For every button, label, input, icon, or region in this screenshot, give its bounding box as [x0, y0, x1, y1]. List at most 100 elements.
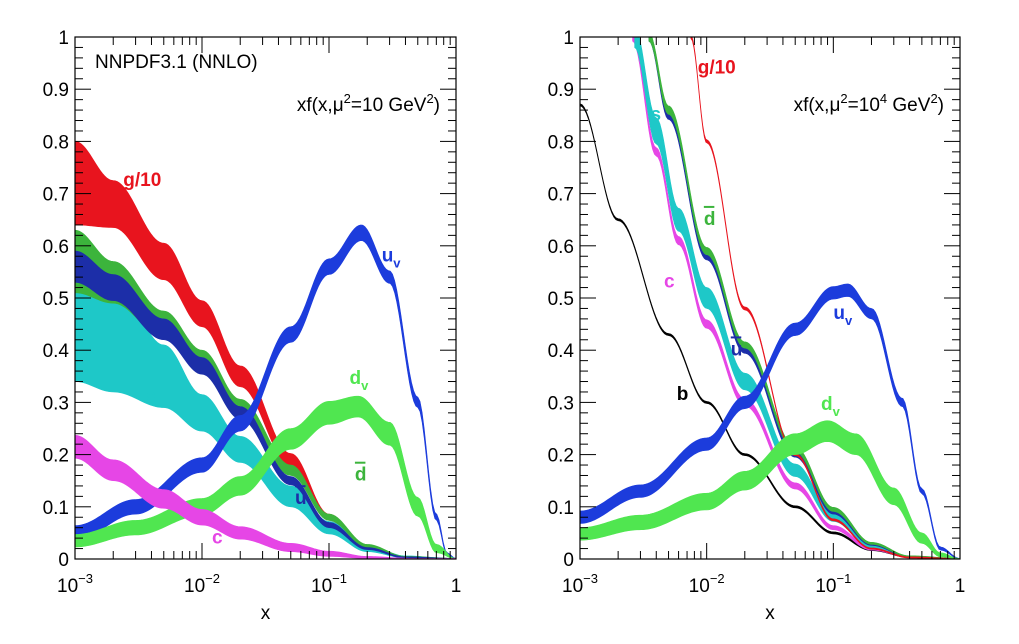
y-tick-label: 0	[58, 550, 69, 571]
series-label-text: u	[295, 488, 307, 509]
y-tick-label: 0.4	[548, 341, 575, 362]
x-tick-label-exponent: −3	[78, 571, 93, 586]
x-tick-label: 10−1	[815, 571, 851, 597]
series-label-subscript: v	[393, 255, 401, 270]
x-tick-label-base: 1	[451, 576, 462, 597]
series-band-b	[580, 103, 960, 559]
series-label-text: u	[731, 339, 743, 360]
y-tick-label: 0.2	[548, 446, 574, 467]
series-label-text: d	[355, 465, 367, 486]
x-tick-label-base: 10	[57, 576, 78, 597]
series-band-u	[75, 250, 456, 559]
right-panel: 10−3 10−2 10−1 100.10.20.30.40.50.60.70.80.…	[548, 28, 966, 624]
x-axis-title: x	[765, 603, 775, 624]
series-label-u: u	[295, 488, 307, 509]
series-label-text: c	[664, 272, 675, 293]
y-tick-label: 0.6	[548, 237, 574, 258]
x-tick-label-base: 1	[955, 576, 966, 597]
series-band-uv	[580, 283, 960, 559]
y-tick-label: 0.8	[43, 132, 69, 153]
panel-title: NNPDF3.1 (NNLO)	[95, 52, 258, 73]
y-tick-label: 0.9	[43, 80, 69, 101]
series-label-dv: dv	[821, 394, 841, 419]
plot-area	[75, 141, 456, 559]
y-tick-label: 0.5	[43, 289, 69, 310]
x-tick-label: 10−2	[689, 571, 725, 597]
y-tick-label: 0	[563, 550, 574, 571]
y-tick-label: 0.4	[43, 341, 70, 362]
series-label-text: g/10	[698, 58, 736, 79]
x-axis-title: x	[261, 603, 271, 624]
subtitle-exponent: 2	[840, 91, 847, 106]
subtitle-part: GeV	[887, 95, 931, 116]
panel-subtitle: xf(x,μ2=10 GeV2)	[297, 91, 440, 116]
y-tick-label: 0.3	[43, 393, 69, 414]
x-tick-label-exponent: −2	[710, 571, 725, 586]
series-band-uv	[75, 224, 456, 559]
subtitle-part: xf(x,μ	[297, 95, 344, 116]
subtitle-exponent: 2	[930, 91, 937, 106]
left-panel: 10−3 10−2 10−1 100.10.20.30.40.50.60.70.80.…	[43, 28, 462, 624]
y-tick-label: 0.3	[548, 393, 574, 414]
series-label-u: u	[731, 339, 743, 360]
y-tick-label: 0.6	[43, 237, 69, 258]
series-label-d: d	[355, 465, 367, 486]
series-label-d: d	[704, 209, 716, 230]
x-tick-label-base: 10	[184, 576, 205, 597]
series-label-c: c	[664, 272, 675, 293]
subtitle-exponent: 2	[426, 91, 433, 106]
series-band-d	[648, 37, 960, 559]
subtitle-part: xf(x,μ	[794, 95, 841, 116]
series-label-c: c	[212, 527, 223, 548]
x-tick-label-exponent: −1	[836, 571, 851, 586]
series-label-uv: uv	[833, 303, 853, 328]
subtitle-part: =10	[848, 95, 880, 116]
y-tick-label: 0.9	[548, 80, 574, 101]
x-tick-label: 10−3	[57, 571, 93, 597]
series-label-text: u	[382, 245, 394, 266]
subtitle-exponent: 4	[880, 91, 887, 106]
x-tick-label: 10−2	[184, 571, 220, 597]
panel-subtitle: xf(x,μ2=104 GeV2)	[794, 91, 944, 116]
series-label-text: s	[650, 105, 661, 126]
series-label-text: d	[821, 394, 833, 415]
series-label-uv: uv	[382, 245, 402, 270]
series-band-s	[634, 37, 960, 559]
series-label-subscript: v	[845, 313, 853, 328]
x-tick-label-base: 10	[311, 576, 332, 597]
series-label-g-10: g/10	[698, 58, 736, 79]
series-label-s: s	[146, 386, 157, 407]
series-band-s	[75, 235, 456, 559]
series-label-text: d	[704, 209, 716, 230]
y-tick-label: 0.5	[548, 289, 574, 310]
x-tick-label-base: 10	[689, 576, 710, 597]
series-label-subscript: v	[833, 404, 841, 419]
subtitle-exponent: 2	[344, 91, 351, 106]
subtitle-part: )	[938, 95, 944, 116]
x-tick-label-base: 10	[815, 576, 836, 597]
y-tick-label: 0.1	[548, 498, 574, 519]
series-band-dv	[580, 420, 960, 559]
y-tick-label: 1	[58, 28, 69, 49]
series-label-g-10: g/10	[123, 170, 161, 191]
subtitle-part: =10 GeV	[351, 95, 427, 116]
x-tick-label: 10−3	[562, 571, 598, 597]
x-tick-label-exponent: −2	[205, 571, 220, 586]
x-tick-label-exponent: −1	[332, 571, 347, 586]
plot-area	[580, 37, 960, 559]
series-label-text: c	[212, 527, 223, 548]
series-label-text: d	[349, 368, 361, 389]
series-label-text: u	[833, 303, 845, 324]
series-label-text: s	[146, 386, 157, 407]
series-band-g-10	[75, 141, 456, 559]
y-tick-label: 0.1	[43, 498, 69, 519]
series-label-b: b	[677, 384, 689, 405]
x-tick-label: 10−1	[311, 571, 347, 597]
series-label-dv: dv	[349, 368, 369, 393]
x-tick-label-exponent: −3	[583, 571, 598, 586]
y-tick-label: 1	[563, 28, 574, 49]
series-band-c	[75, 434, 456, 559]
x-tick-label-base: 10	[562, 576, 583, 597]
y-tick-label: 0.7	[43, 185, 69, 206]
